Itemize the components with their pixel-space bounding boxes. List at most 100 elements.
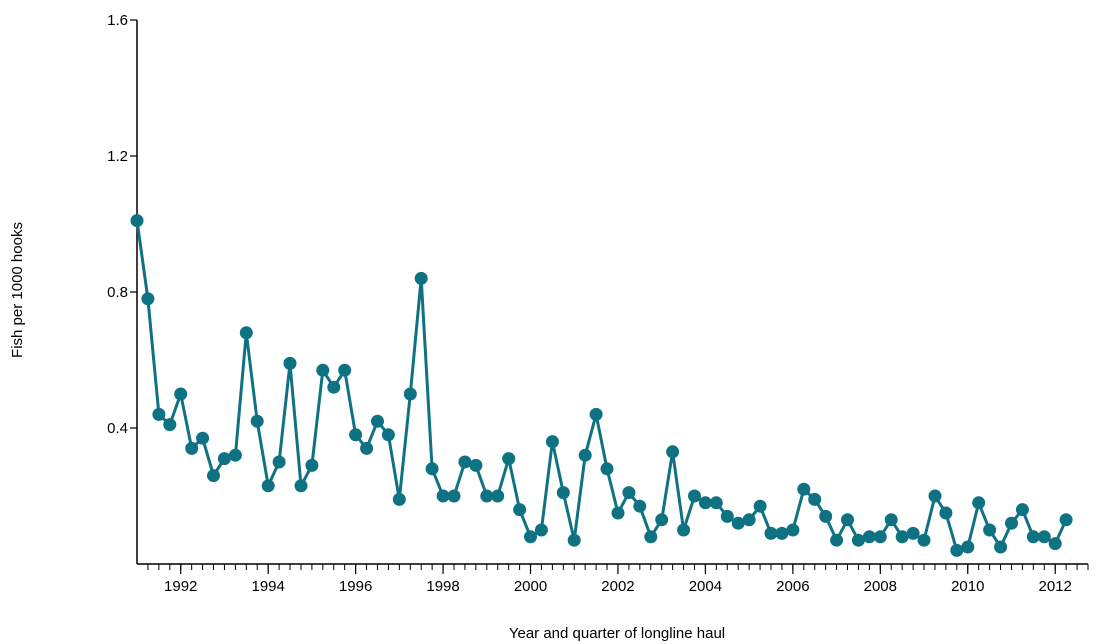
data-point (677, 523, 691, 537)
y-tick-label: 1.2 (107, 148, 128, 165)
data-point (228, 448, 242, 462)
data-point (294, 479, 308, 493)
data-point (808, 492, 822, 506)
data-point (688, 489, 701, 503)
data-point (316, 363, 330, 377)
y-axis-title: Fish per 1000 hooks (9, 222, 26, 358)
data-point (775, 526, 789, 540)
data-point (545, 435, 559, 449)
data-point (1059, 513, 1073, 527)
data-point (819, 509, 833, 523)
data-point (534, 523, 548, 537)
data-point (381, 428, 395, 442)
data-point (327, 380, 341, 394)
data-point (480, 489, 494, 503)
data-point (217, 452, 231, 466)
data-point (567, 533, 581, 547)
x-tick-label: 2002 (601, 578, 634, 595)
data-point (1015, 503, 1029, 517)
data-point (491, 489, 505, 503)
x-axis-title: Year and quarter of longline haul (509, 625, 725, 642)
data-point (917, 533, 931, 547)
data-point (414, 271, 428, 285)
data-point (830, 533, 844, 547)
data-point (556, 486, 570, 500)
data-point (403, 387, 417, 401)
data-point (338, 363, 352, 377)
x-tick-label: 1996 (339, 578, 372, 595)
x-tick-label: 2012 (1039, 578, 1072, 595)
data-point (742, 513, 756, 527)
series-line (135, 220, 1068, 552)
data-point (1005, 516, 1018, 530)
data-point (994, 540, 1008, 554)
data-point (239, 326, 253, 340)
data-point (141, 292, 155, 306)
plot-area: 0.4 0.8 1.2 1.6 1992 1994 1996 1998 2000 2002 2004… (107, 12, 1089, 595)
x-tick-label: 2006 (776, 578, 809, 595)
y-tick-label: 1.6 (107, 12, 128, 29)
x-tick-label: 2004 (689, 578, 722, 595)
data-point (185, 441, 199, 455)
y-tick-label: 0.8 (107, 284, 128, 301)
data-point (502, 452, 516, 466)
data-point (928, 489, 942, 503)
data-point (764, 526, 778, 540)
data-point (1048, 537, 1062, 551)
data-point (753, 499, 767, 513)
data-point (884, 513, 898, 527)
data-point (633, 499, 647, 513)
data-point (371, 414, 384, 428)
data-point (250, 414, 264, 428)
data-point (698, 496, 712, 510)
data-point (644, 530, 658, 544)
data-point (972, 496, 986, 510)
data-point (458, 455, 472, 469)
data-point (906, 526, 920, 540)
data-point (851, 533, 865, 547)
data-point (283, 356, 297, 370)
data-point (163, 418, 177, 432)
data-point (841, 513, 854, 527)
x-tick-label: 2008 (864, 578, 897, 595)
data-point (797, 482, 811, 496)
data-point (447, 489, 461, 503)
data-point (152, 407, 166, 421)
data-point (360, 441, 374, 455)
x-tick-label: 1992 (164, 578, 197, 595)
data-point (174, 387, 188, 401)
data-point (731, 516, 745, 530)
data-point (469, 458, 483, 472)
data-point (961, 540, 975, 554)
data-point (349, 428, 363, 442)
data-point (130, 214, 144, 228)
data-point (611, 506, 625, 520)
data-point (786, 523, 800, 537)
data-point (196, 431, 210, 445)
data-point (862, 530, 876, 544)
data-point (589, 407, 603, 421)
x-tick-label: 2010 (951, 578, 984, 595)
x-tick-label: 1998 (426, 578, 459, 595)
data-point (272, 455, 286, 469)
data-point (524, 530, 537, 544)
x-tick-label: 1994 (251, 578, 284, 595)
data-point (207, 469, 220, 483)
data-point (983, 523, 997, 537)
data-point (895, 530, 909, 544)
data-point (305, 458, 319, 472)
data-point (513, 503, 527, 517)
data-point (655, 513, 669, 527)
y-tick-label: 0.4 (107, 420, 128, 437)
data-point (436, 489, 450, 503)
data-point (425, 462, 439, 476)
data-point (392, 492, 406, 506)
data-point (622, 486, 636, 500)
data-point (1026, 530, 1040, 544)
x-tick-label: 2000 (514, 578, 547, 595)
data-point (720, 509, 734, 523)
data-point (950, 543, 964, 557)
data-point (600, 462, 614, 476)
data-point (939, 506, 953, 520)
